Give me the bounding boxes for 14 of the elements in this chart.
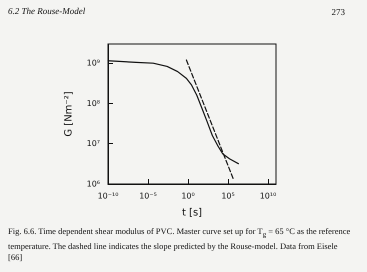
x-tick-label: 10⁻¹⁰ xyxy=(98,192,118,200)
caption: Fig. 6.6. Time dependent shear modulus of PVC. Master curve set up for T$_{g}$ = 65 °C as the reference temperature. The dashed line indicates the slope predicted by the Rouse-model. Data from Eisele [66] xyxy=(8,226,352,263)
x-tick-label: 10¹⁰ xyxy=(260,192,276,200)
y-tick-label: 10⁹ xyxy=(86,58,100,68)
x-tick-label: 10⁵ xyxy=(221,192,235,200)
x-axis-title: t [s] xyxy=(182,208,202,218)
y-tick-label: 10⁸ xyxy=(86,98,100,108)
text: 273 xyxy=(332,7,345,17)
text: 6.2 The Rouse-Model xyxy=(8,6,86,16)
x-tick-label: 10⁻⁵ xyxy=(139,192,157,200)
y-tick-label: 10⁶ xyxy=(86,180,100,188)
y-tick-label: 10⁷ xyxy=(86,139,100,148)
x-tick-label: 10⁰ xyxy=(181,192,195,200)
y-axis-title: G [Nm⁻²] xyxy=(64,91,74,137)
